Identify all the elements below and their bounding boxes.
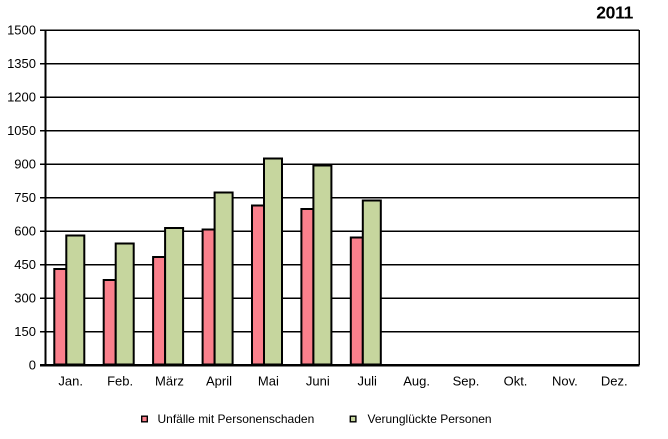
svg-text:1350: 1350 [7, 56, 36, 71]
svg-text:150: 150 [14, 324, 36, 339]
svg-text:Dez.: Dez. [601, 374, 628, 389]
svg-text:Unfälle mit Personenschaden: Unfälle mit Personenschaden [158, 412, 315, 426]
svg-text:1050: 1050 [7, 123, 36, 138]
svg-text:Okt.: Okt. [504, 374, 528, 389]
svg-text:Mai: Mai [258, 374, 279, 389]
svg-text:1500: 1500 [7, 23, 36, 38]
svg-text:März: März [155, 374, 184, 389]
svg-text:0: 0 [29, 358, 36, 373]
svg-text:Verunglückte Personen: Verunglückte Personen [368, 412, 492, 426]
svg-text:450: 450 [14, 257, 36, 272]
svg-text:Feb.: Feb. [107, 374, 133, 389]
svg-text:Jan.: Jan. [58, 374, 83, 389]
svg-text:600: 600 [14, 224, 36, 239]
svg-text:900: 900 [14, 157, 36, 172]
svg-text:Nov.: Nov. [552, 374, 578, 389]
svg-text:Juni: Juni [306, 374, 330, 389]
svg-text:750: 750 [14, 190, 36, 205]
svg-text:Juli: Juli [357, 374, 377, 389]
svg-text:April: April [206, 374, 232, 389]
svg-text:2011: 2011 [596, 3, 633, 23]
svg-text:1200: 1200 [7, 90, 36, 105]
svg-text:Sep.: Sep. [453, 374, 480, 389]
svg-text:300: 300 [14, 291, 36, 306]
svg-text:Aug.: Aug. [403, 374, 430, 389]
